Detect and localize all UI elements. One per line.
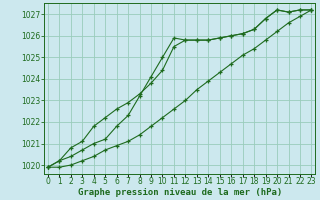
X-axis label: Graphe pression niveau de la mer (hPa): Graphe pression niveau de la mer (hPa): [77, 188, 282, 197]
